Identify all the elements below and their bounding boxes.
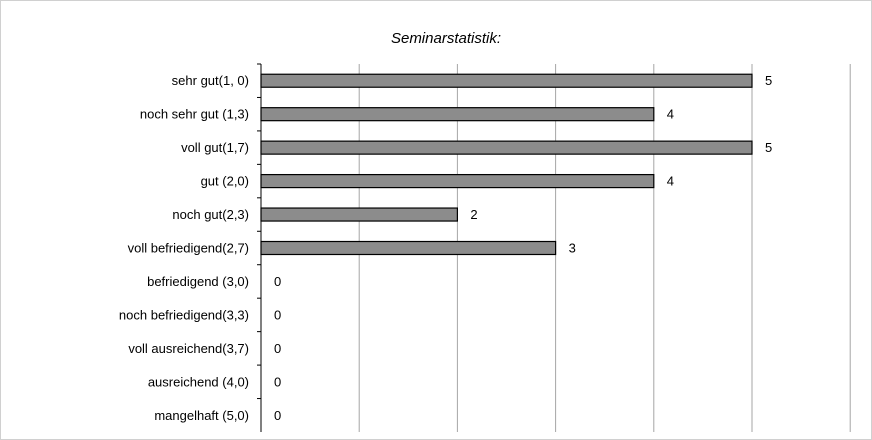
category-label: noch gut(2,3) xyxy=(172,207,249,222)
category-label: mangelhaft (5,0) xyxy=(154,408,249,423)
category-label: gut (2,0) xyxy=(201,174,249,189)
label-layer: sehr gut(1, 0) 5 noch sehr gut (1,3) 4 voll … xyxy=(119,73,772,423)
bar xyxy=(260,173,655,189)
bar xyxy=(260,207,458,222)
category-label: noch befriedigend(3,3) xyxy=(119,307,249,322)
category-label: voll gut(1,7) xyxy=(181,140,249,155)
bar-layer xyxy=(260,73,753,256)
data-label: 5 xyxy=(765,140,772,155)
category-label: sehr gut(1, 0) xyxy=(172,73,249,88)
category-label: ausreichend (4,0) xyxy=(148,374,249,389)
bar xyxy=(260,73,753,88)
bar xyxy=(260,240,557,256)
bar xyxy=(260,107,655,122)
data-label: 3 xyxy=(569,241,576,256)
data-label: 2 xyxy=(470,207,477,222)
category-label: noch sehr gut (1,3) xyxy=(140,107,249,122)
data-label: 0 xyxy=(274,341,281,356)
data-label: 5 xyxy=(765,73,772,88)
bar xyxy=(260,140,753,155)
data-label: 4 xyxy=(667,107,674,122)
category-label: befriedigend (3,0) xyxy=(147,274,249,289)
data-label: 0 xyxy=(274,274,281,289)
data-label: 0 xyxy=(274,307,281,322)
chart-title: Seminarstatistik: xyxy=(390,30,502,47)
data-label: 0 xyxy=(274,408,281,423)
data-label: 0 xyxy=(274,374,281,389)
category-label: voll ausreichend(3,7) xyxy=(128,341,249,356)
category-label: voll befriedigend(2,7) xyxy=(128,241,249,256)
data-label: 4 xyxy=(667,174,674,189)
